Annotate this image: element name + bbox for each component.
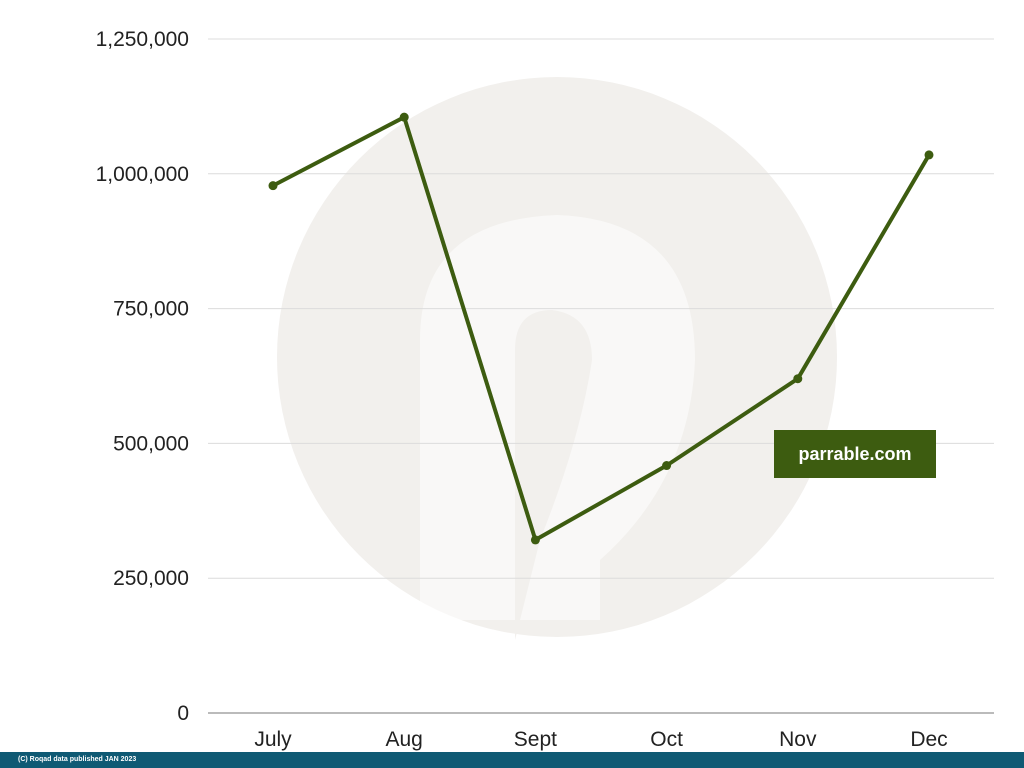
y-tick-label: 1,250,000: [96, 28, 189, 51]
data-point: [924, 150, 934, 160]
watermark-logo-icon: [277, 77, 837, 640]
data-point: [268, 181, 278, 191]
series-line: [271, 115, 931, 542]
x-tick-label: Oct: [650, 728, 683, 751]
x-tick-label: Sept: [514, 728, 557, 751]
y-tick-label: 750,000: [113, 298, 189, 321]
x-tick-label: Dec: [910, 728, 947, 751]
x-axis-ticks: July Aug Sept Oct Nov Dec: [254, 728, 947, 751]
y-tick-label: 250,000: [113, 567, 189, 590]
y-tick-label: 0: [177, 702, 189, 725]
x-tick-label: Nov: [779, 728, 817, 751]
data-point: [530, 535, 540, 545]
footer-credit: (C) Roqad data published JAN 2023: [0, 752, 1024, 768]
y-axis-ticks: 0 250,000 500,000 750,000 1,000,000 1,250,000: [96, 28, 189, 725]
y-tick-label: 500,000: [113, 432, 189, 455]
x-tick-label: Aug: [386, 728, 423, 751]
y-tick-label: 1,000,000: [96, 163, 189, 186]
data-point: [662, 461, 672, 471]
data-point: [793, 374, 803, 384]
parrable-badge: parrable.com: [774, 430, 936, 478]
series-layer: [268, 112, 934, 545]
x-tick-label: July: [254, 728, 292, 751]
line-chart: 0 250,000 500,000 750,000 1,000,000 1,250,000…: [96, 28, 994, 751]
data-point: [399, 112, 409, 122]
